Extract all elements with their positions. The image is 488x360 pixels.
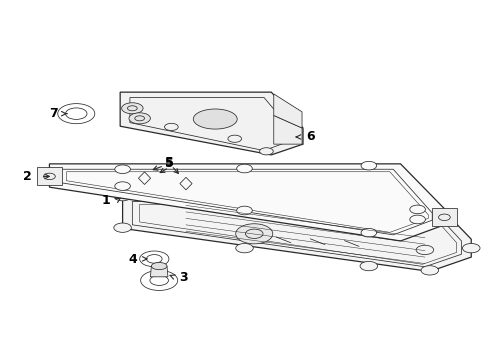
Ellipse shape [409, 215, 425, 224]
Polygon shape [37, 167, 61, 185]
Ellipse shape [114, 223, 131, 232]
Ellipse shape [114, 192, 131, 201]
Polygon shape [273, 116, 302, 144]
Polygon shape [122, 196, 470, 271]
Ellipse shape [122, 103, 143, 114]
Ellipse shape [235, 224, 272, 244]
Text: 3: 3 [179, 271, 187, 284]
Ellipse shape [360, 228, 376, 237]
Text: 6: 6 [305, 130, 314, 144]
Text: 7: 7 [49, 107, 58, 120]
Ellipse shape [409, 205, 425, 214]
Text: 1: 1 [101, 194, 110, 207]
Ellipse shape [359, 222, 377, 231]
Ellipse shape [360, 161, 376, 170]
Ellipse shape [462, 243, 479, 253]
Ellipse shape [193, 109, 237, 129]
Ellipse shape [164, 123, 178, 131]
Ellipse shape [415, 245, 433, 255]
Ellipse shape [140, 251, 168, 267]
Ellipse shape [44, 172, 60, 181]
Polygon shape [273, 94, 302, 128]
Ellipse shape [235, 243, 253, 253]
Text: 5: 5 [164, 157, 173, 170]
Ellipse shape [151, 262, 166, 270]
Ellipse shape [259, 148, 273, 155]
Ellipse shape [227, 135, 241, 142]
Polygon shape [49, 164, 444, 241]
Ellipse shape [236, 206, 252, 215]
Polygon shape [150, 266, 167, 277]
Ellipse shape [115, 182, 130, 190]
Ellipse shape [235, 202, 253, 212]
Ellipse shape [420, 266, 438, 275]
Text: 2: 2 [23, 170, 32, 183]
Ellipse shape [436, 213, 451, 222]
Text: 5: 5 [164, 156, 173, 169]
Ellipse shape [115, 165, 130, 174]
Ellipse shape [58, 104, 95, 124]
Polygon shape [120, 92, 303, 155]
Text: 4: 4 [128, 253, 137, 266]
Ellipse shape [236, 164, 252, 173]
Ellipse shape [141, 270, 177, 291]
Ellipse shape [129, 113, 150, 124]
Polygon shape [431, 208, 456, 226]
Ellipse shape [359, 261, 377, 271]
